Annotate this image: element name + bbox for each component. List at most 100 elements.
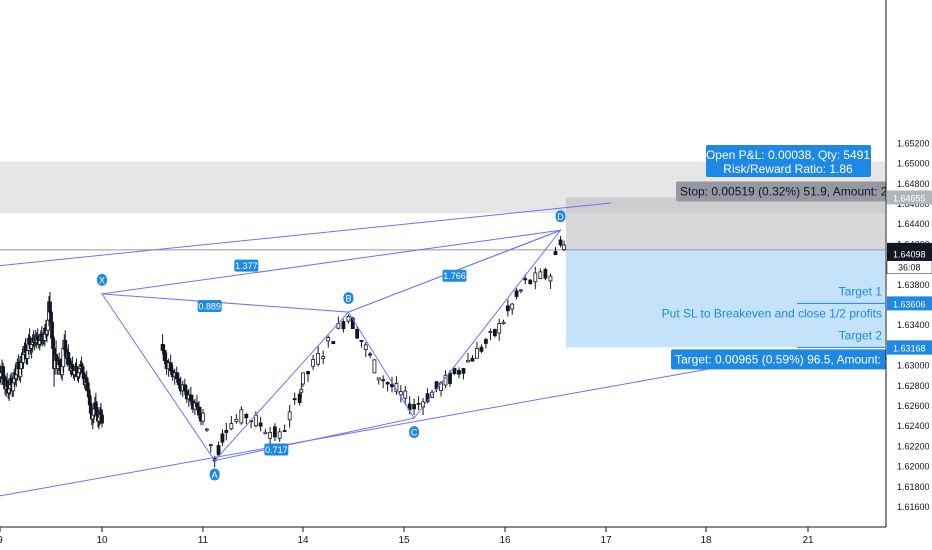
x-tick-7: 18 [700, 535, 712, 546]
ratio-label-2: 0.717 [265, 445, 288, 455]
line-xd[interactable] [101, 229, 561, 295]
y-tick-4: 1.64400 [897, 219, 930, 229]
candle-gen-66 [501, 321, 506, 324]
candle-109 [176, 378, 181, 386]
candle-gen-23 [306, 371, 310, 375]
candle-gen-30 [341, 321, 346, 330]
candle-gen-24 [311, 359, 316, 367]
y-tick-0: 1.65200 [897, 138, 930, 148]
candle-gen-16 [277, 431, 282, 439]
price-label-5: 1.63168 [893, 344, 926, 354]
point-c-label: C [411, 428, 418, 438]
price-label-box-0 [887, 190, 932, 205]
candle-gen-5 [224, 430, 229, 433]
stop-label-text: Stop: 0.00519 (0.32%) 51.9, Amount: 256 [680, 184, 901, 198]
candle-gen-25 [316, 353, 321, 365]
candle-gen-37 [372, 359, 377, 374]
price-label-3: 1.63606 [893, 299, 926, 309]
triangle-xab[interactable] [101, 293, 350, 462]
ratio-badge-1 [234, 259, 259, 272]
candle-gen-35 [363, 344, 368, 350]
candle-gen-27 [326, 337, 331, 342]
candle-108 [174, 372, 179, 380]
target2-text: Target 2 [839, 328, 883, 342]
channel-lower[interactable] [0, 364, 734, 497]
candle-gen-59 [470, 357, 475, 362]
x-tick-8: 21 [802, 535, 814, 546]
candle-gen-70 [518, 289, 523, 292]
x-tick-3: 14 [297, 535, 309, 546]
y-tick-12: 1.62800 [897, 381, 930, 391]
candle-gen-7 [234, 418, 239, 422]
candle-gen-71 [523, 278, 528, 281]
candle-gen-21 [299, 388, 304, 393]
point-b-label: B [345, 294, 351, 304]
candle-gen-79 [562, 244, 566, 250]
y-tick-7: 1.63800 [897, 280, 930, 290]
candle-102 [162, 350, 167, 361]
candle-gen-74 [538, 271, 543, 279]
x-tick-6: 17 [600, 535, 612, 546]
price-label-2: 1.64098 [893, 250, 926, 260]
pnl-label-box[interactable] [706, 145, 871, 177]
countdown-box [886, 260, 932, 274]
candle-100 [100, 414, 104, 424]
y-tick-1: 1.65000 [897, 159, 930, 169]
candle-gen-44 [403, 390, 408, 399]
time-axis[interactable]: 9 10 11 14 15 16 17 18 21 [0, 526, 886, 546]
point-d-badge [555, 210, 566, 223]
candle-115 [188, 394, 193, 402]
candle-gen-75 [543, 269, 548, 279]
point-a-badge [209, 468, 220, 481]
price-label-box-3 [887, 296, 932, 311]
x-tick-4: 15 [398, 535, 410, 546]
candle-105 [168, 362, 173, 372]
stop-label-box[interactable] [676, 181, 886, 202]
point-c-badge [409, 426, 420, 439]
ratio-label-0: 0.889 [198, 302, 221, 312]
annotation-labels-layer: X A B C D 0.889 1.377 0.717 1.766 Stop: 0.00519 (… [97, 145, 905, 481]
candle-112 [182, 384, 187, 392]
candle-gen-72 [528, 279, 533, 285]
candle-gen-38 [376, 377, 381, 381]
candle-gen-45 [407, 403, 412, 411]
line-ac[interactable] [214, 417, 415, 462]
candle-gen-55 [452, 367, 457, 374]
candle-gen-33 [355, 329, 360, 339]
candle-gen-12 [258, 422, 263, 427]
candle-gen-8 [239, 409, 244, 424]
channel-upper[interactable] [0, 202, 612, 267]
ratio-badge-3 [442, 269, 467, 282]
pnl-label-line-2: Risk/Reward Ratio: 1.86 [723, 162, 853, 176]
candle-121 [201, 412, 205, 422]
y-tick-11: 1.63000 [897, 361, 930, 371]
y-tick-17: 1.61800 [897, 482, 930, 492]
point-x-badge [97, 273, 107, 286]
candle-gen-15 [273, 426, 277, 438]
candle-101 [160, 343, 165, 351]
candle-gen-19 [292, 398, 297, 401]
price-label-box-5 [887, 340, 932, 355]
candle-gen-11 [253, 414, 258, 427]
candle-gen-9 [244, 413, 249, 419]
triangle-bcd[interactable] [347, 229, 563, 420]
candle-gen-18 [287, 411, 292, 421]
y-tick-14: 1.62400 [897, 421, 930, 431]
candle-gen-61 [479, 346, 484, 352]
price-axis[interactable]: 1.652001.650001.648001.646001.644001.642… [885, 0, 932, 550]
position-profit-box[interactable] [566, 249, 885, 348]
position-loss-box[interactable] [566, 197, 885, 250]
candle-gen-73 [533, 272, 538, 283]
target-label-box[interactable] [671, 349, 886, 370]
candle-gen-62 [484, 339, 488, 344]
candle-gen-63 [488, 331, 493, 333]
x-tick-0: 9 [0, 535, 3, 546]
point-a-label: A [212, 470, 218, 480]
point-x-label: X [99, 275, 105, 285]
candle-gen-47 [416, 402, 421, 405]
ratio-badge-2 [264, 443, 289, 456]
candle-gen-20 [297, 393, 302, 403]
price-label-0: 1.64655 [893, 193, 926, 203]
x-tick-1: 10 [96, 535, 108, 546]
